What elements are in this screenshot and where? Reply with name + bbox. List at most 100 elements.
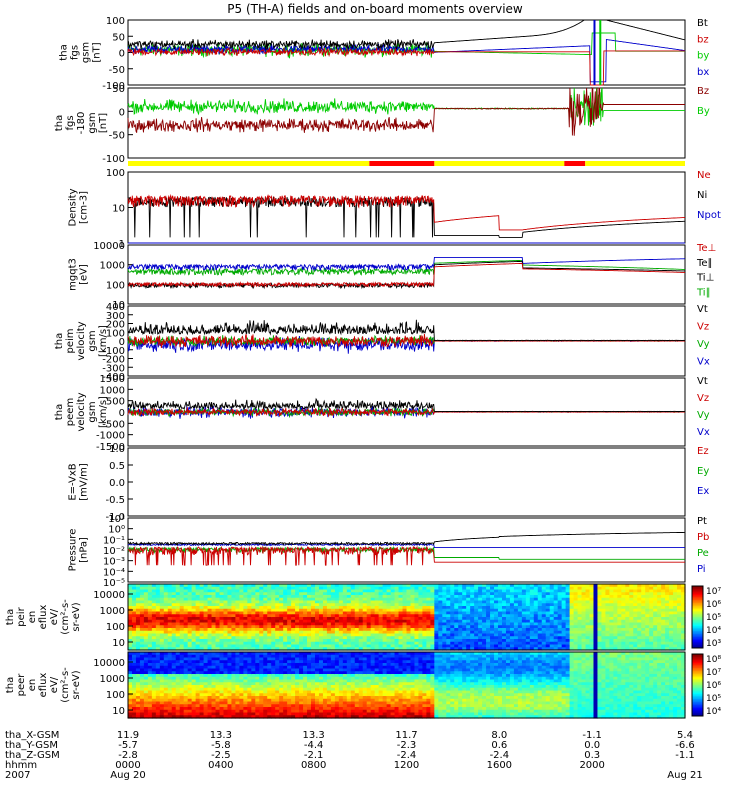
spectrogram-cell [163, 715, 169, 719]
spectrogram-cell [239, 603, 244, 607]
spectrogram-cell [299, 617, 304, 621]
spectrogram-cell [442, 603, 447, 607]
spectrogram-cell [159, 603, 165, 607]
spectrogram-cell [673, 644, 678, 648]
spectrogram-cell [143, 630, 149, 635]
spectrogram-cell [398, 586, 404, 591]
spectrogram-cell [191, 715, 197, 719]
spectrogram-cell [151, 660, 157, 664]
spectrogram-cell [625, 628, 630, 632]
spectrogram-cell [326, 676, 332, 681]
spectrogram-cell [307, 679, 312, 683]
spectrogram-cell [155, 696, 161, 700]
y-tick-label: -100 [102, 154, 125, 165]
spectrogram-cell [251, 630, 256, 635]
spectrogram-cell [410, 592, 416, 596]
spectrogram-cell [311, 608, 316, 613]
spectrogram-cell [446, 611, 451, 615]
spectrogram-cell [163, 608, 169, 613]
spectrogram-cell [291, 611, 296, 615]
spectrogram-cell [637, 639, 642, 643]
spectrogram-cell [243, 709, 248, 714]
spectrogram-cell [279, 665, 284, 670]
spectrogram-cell [513, 641, 519, 646]
spectrogram-cell [255, 592, 260, 596]
spectrogram-cell [613, 606, 618, 610]
spectrogram-cell [669, 589, 674, 593]
spectrogram-cell [661, 636, 666, 640]
spectrogram-cell [207, 668, 213, 672]
spectrogram-cell [450, 584, 455, 588]
spectrogram-cell [247, 641, 252, 646]
spectrogram-cell [171, 660, 177, 664]
spectrogram-cell [163, 644, 169, 648]
spectrogram-cell [227, 600, 233, 604]
spectrogram-cell [370, 647, 376, 651]
spectrogram-cell [330, 617, 336, 621]
spectrogram-cell [267, 619, 272, 624]
spectrogram-cell [279, 704, 284, 708]
spectrogram-cell [430, 628, 435, 632]
spectrogram-cell [326, 589, 332, 593]
spectrogram-cell [199, 630, 205, 635]
spectrogram-cell [322, 628, 328, 632]
spectrogram-cell [259, 704, 264, 708]
spectrogram-cell [430, 584, 435, 588]
ylabel-line: Density [68, 188, 79, 226]
legend-ion-velocity-2: Vy [697, 339, 710, 350]
spectrogram-cell [183, 606, 189, 610]
spectrogram-cell [167, 589, 173, 593]
spectrogram-cell [143, 597, 149, 602]
spectrogram-cell [179, 619, 185, 624]
spectrogram-cell [358, 639, 364, 643]
spectrogram-cell [482, 628, 487, 632]
spectrogram-cell [498, 647, 503, 651]
spectrogram-cell [549, 630, 555, 635]
spectrogram-cell [251, 693, 256, 697]
spectrogram-cell [346, 597, 352, 602]
spectrogram-cell [410, 608, 416, 613]
spectrogram-cell [307, 701, 312, 705]
spectrogram-cell [470, 597, 475, 602]
spectrogram-cell [681, 597, 686, 602]
spectrogram-cell [434, 641, 439, 646]
spectrogram-cell [291, 603, 296, 607]
spectrogram-cell [537, 636, 543, 640]
spectrogram-cell [187, 665, 193, 670]
spectrogram-cell [490, 628, 495, 632]
spectrogram-cell [187, 630, 193, 635]
spectrogram-cell [430, 589, 435, 593]
spectrogram-cell [414, 636, 420, 640]
spectrogram-cell [517, 647, 523, 651]
spectrogram-cell [255, 606, 260, 610]
spectrogram-cell [394, 586, 400, 591]
spectrogram-cell [398, 639, 404, 643]
spectrogram-cell [438, 633, 443, 637]
spectrogram-cell [167, 628, 173, 632]
spectrogram-cell [171, 600, 177, 604]
spectrogram-cell [589, 600, 595, 604]
spectrogram-cell [426, 606, 431, 610]
spectrogram-cell [151, 617, 157, 621]
spectrogram-cell [314, 671, 320, 675]
spectrogram-cell [374, 611, 380, 615]
spectrogram-cell [637, 606, 642, 610]
spectrogram-cell [474, 641, 479, 646]
spectrogram-cell [470, 611, 475, 615]
spectrogram-cell [474, 595, 479, 599]
spectrogram-cell [251, 701, 256, 705]
spectrogram-cell [219, 586, 225, 591]
spectrogram-cell [521, 644, 527, 648]
spectrogram-cell [513, 586, 519, 591]
spectrogram-cell [462, 589, 467, 593]
spectrogram-cell [135, 625, 141, 629]
spectrogram-cell [247, 682, 252, 686]
spectrogram-cell [183, 668, 189, 672]
spectrogram-cell [649, 622, 654, 626]
spectrogram-cell [657, 603, 662, 607]
spectrogram-cell [247, 696, 252, 700]
spectrogram-cell [494, 597, 499, 602]
spectrogram-cell [410, 644, 416, 648]
spectrogram-cell [561, 628, 567, 632]
spectrogram-cell [390, 586, 396, 591]
